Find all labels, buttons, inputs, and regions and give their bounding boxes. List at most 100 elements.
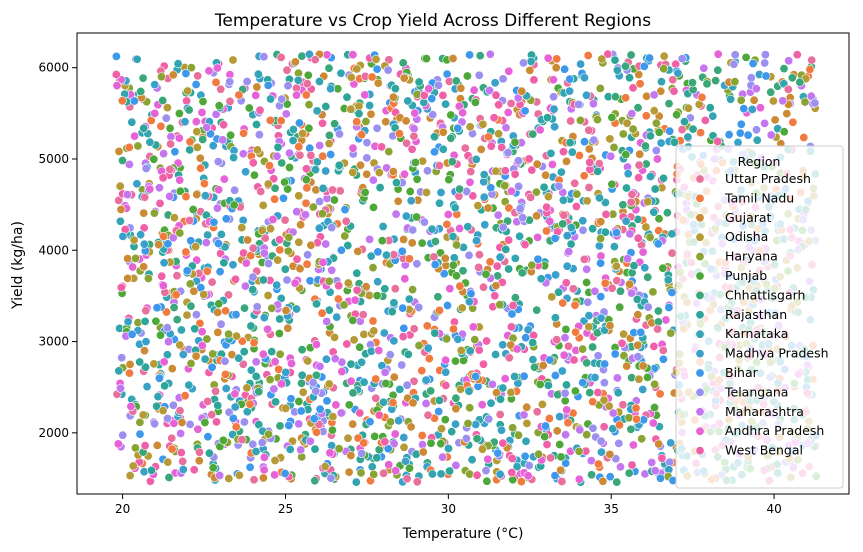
data-point: [140, 192, 150, 202]
data-point: [200, 354, 210, 364]
data-point: [154, 183, 164, 193]
data-point: [414, 77, 424, 87]
data-point: [195, 318, 205, 328]
data-point: [451, 76, 461, 86]
data-point: [532, 305, 542, 315]
data-point: [434, 198, 444, 208]
data-point: [623, 169, 633, 179]
data-point: [141, 337, 151, 347]
data-point: [195, 153, 205, 163]
data-point: [360, 187, 370, 197]
data-point: [479, 170, 489, 180]
data-point: [455, 281, 465, 291]
data-point: [266, 94, 276, 104]
data-point: [351, 477, 361, 487]
data-point: [230, 185, 240, 195]
data-point: [372, 123, 382, 133]
data-point: [322, 316, 332, 326]
data-point: [651, 118, 661, 128]
data-point: [430, 328, 440, 338]
data-point: [683, 103, 693, 113]
data-point: [242, 407, 252, 417]
data-point: [550, 313, 560, 323]
data-point: [136, 87, 146, 97]
data-point: [436, 188, 446, 198]
data-point: [688, 124, 698, 134]
data-point: [135, 417, 145, 427]
data-point: [550, 370, 560, 380]
data-point: [125, 368, 135, 378]
data-point: [522, 402, 532, 412]
data-point: [557, 366, 567, 376]
data-point: [679, 117, 689, 127]
data-point: [265, 115, 275, 125]
data-point: [424, 354, 434, 364]
data-point: [570, 386, 580, 396]
data-point: [430, 237, 440, 247]
data-point: [118, 430, 128, 440]
data-point: [436, 439, 446, 449]
data-point: [252, 120, 262, 130]
data-point: [185, 145, 195, 155]
data-point: [650, 184, 660, 194]
data-point: [560, 396, 570, 406]
data-point: [456, 345, 466, 355]
data-point: [441, 355, 451, 365]
data-point: [304, 100, 314, 110]
data-point: [358, 310, 368, 320]
data-point: [175, 406, 185, 416]
data-point: [216, 229, 226, 239]
data-point: [258, 275, 268, 285]
data-point: [399, 73, 409, 83]
data-point: [625, 279, 635, 289]
data-point: [705, 103, 715, 113]
data-point: [383, 65, 393, 75]
data-point: [181, 69, 191, 79]
data-point: [584, 125, 594, 135]
data-point: [296, 406, 306, 416]
data-point: [518, 58, 528, 68]
data-point: [129, 96, 139, 106]
data-point: [628, 440, 638, 450]
data-point: [241, 258, 251, 268]
data-point: [130, 131, 140, 141]
data-point: [486, 398, 496, 408]
data-point: [585, 388, 595, 398]
data-point: [270, 357, 280, 367]
data-point: [377, 142, 387, 152]
data-point: [613, 388, 623, 398]
data-point: [512, 344, 522, 354]
data-point: [556, 465, 566, 475]
data-point: [594, 241, 604, 251]
data-point: [193, 424, 203, 434]
data-point: [658, 354, 668, 364]
data-point: [374, 345, 384, 355]
data-point: [470, 97, 480, 107]
data-point: [403, 349, 413, 359]
data-point: [760, 118, 770, 128]
data-point: [213, 157, 223, 167]
data-point: [450, 356, 460, 366]
data-point: [127, 329, 137, 339]
data-point: [645, 131, 655, 141]
data-point: [563, 418, 573, 428]
data-point: [482, 336, 492, 346]
data-point: [124, 159, 134, 169]
data-point: [576, 59, 586, 69]
data-point: [162, 103, 172, 113]
data-point: [659, 51, 669, 61]
data-point: [547, 160, 557, 170]
data-point: [627, 373, 637, 383]
data-point: [751, 84, 761, 94]
data-point: [218, 135, 228, 145]
data-point: [795, 77, 805, 87]
data-point: [221, 214, 231, 224]
y-axis-ticks: 2000 3000 4000 5000 6000: [38, 61, 77, 440]
data-point: [246, 321, 256, 331]
data-point: [549, 104, 559, 114]
data-point: [379, 328, 389, 338]
data-point: [140, 346, 150, 356]
data-point: [634, 160, 644, 170]
data-point: [465, 50, 475, 60]
data-point: [584, 311, 594, 321]
